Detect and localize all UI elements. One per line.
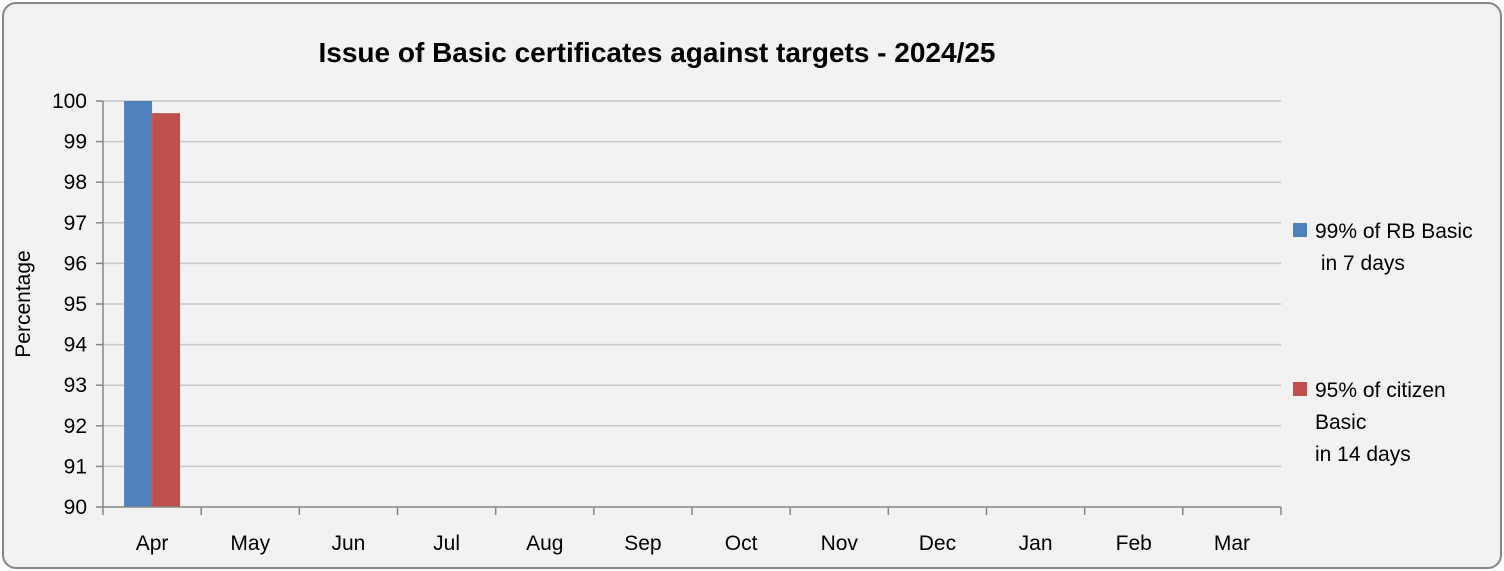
x-tick-label: May (230, 532, 270, 555)
y-tick-label: 98 (64, 171, 87, 194)
bars (124, 101, 181, 508)
legend-label-series-2: Basic (1315, 411, 1366, 434)
chart-title: Issue of Basic certificates against targ… (319, 37, 996, 68)
x-tick-label: Oct (725, 532, 758, 555)
axes (102, 101, 1282, 515)
y-tick-label: 99 (64, 131, 87, 154)
x-tick-labels: Apr May Jun Jul Aug Sep Oct Nov Dec Jan Feb Mar (136, 532, 1250, 555)
y-tick-labels: 90 91 92 93 94 95 96 97 98 99 100 (52, 90, 87, 519)
gridlines (96, 100, 1281, 508)
y-tick-label: 96 (64, 252, 87, 275)
legend-label-series-2: 95% of citizen (1315, 379, 1446, 402)
x-tick-label: Sep (624, 532, 661, 555)
legend-swatch-series-2 (1293, 382, 1307, 396)
legend-label-series-1: in 7 days (1315, 252, 1405, 275)
x-tick-label: Feb (1116, 532, 1152, 555)
x-tick-label: Apr (136, 532, 169, 555)
y-tick-label: 93 (64, 374, 87, 397)
y-tick-label: 95 (64, 293, 87, 316)
y-tick-label: 100 (52, 90, 87, 113)
y-tick-label: 90 (64, 496, 87, 519)
legend-label-series-2: in 14 days (1315, 443, 1411, 466)
x-tick-label: Mar (1214, 532, 1250, 555)
bar-apr-series-1 (124, 101, 153, 507)
x-tick-label: Aug (526, 532, 563, 555)
x-tick-label: Jan (1019, 532, 1053, 555)
x-tick-label: Jun (331, 532, 365, 555)
x-tick-label: Nov (821, 532, 859, 555)
x-tick-label: Jul (433, 532, 460, 555)
y-axis-label: Percentage (12, 250, 35, 357)
legend-swatch-series-1 (1293, 223, 1307, 237)
y-tick-label: 92 (64, 415, 87, 438)
legend: 99% of RB Basic in 7 days 95% of citizen B… (1293, 220, 1473, 466)
bar-apr-series-2 (152, 113, 181, 508)
y-tick-label: 97 (64, 212, 87, 235)
x-tick-label: Dec (919, 532, 956, 555)
legend-label-series-1: 99% of RB Basic (1315, 220, 1473, 243)
y-tick-label: 94 (64, 334, 88, 357)
y-tick-label: 91 (64, 455, 87, 478)
